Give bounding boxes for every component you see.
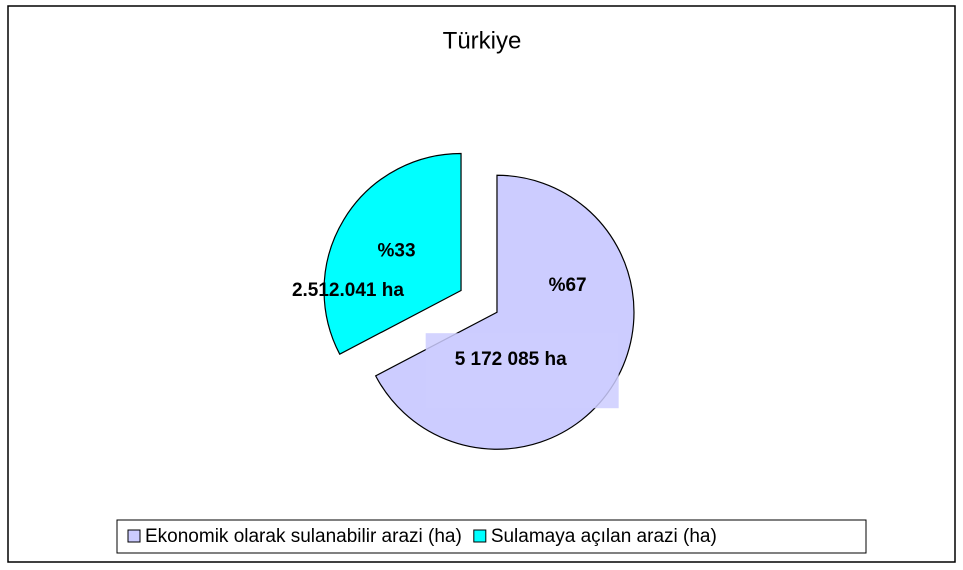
value-label: 2.512.041 ha [292,280,404,301]
value-label-box [425,333,619,409]
legend-label: Sulamaya açılan arazi (ha) [491,526,717,547]
percent-label: %67 [549,275,587,296]
legend-swatch [127,529,141,543]
legend-label: Ekonomik olarak sulanabilir arazi (ha) [145,526,462,547]
pie-slice [323,152,462,355]
value-label: 5 172 085 ha [455,349,567,370]
legend-swatch [473,529,487,543]
legend-box [116,519,867,554]
chart-frame [7,5,956,563]
chart-title: Türkiye [443,27,522,54]
percent-label: %33 [378,241,416,262]
